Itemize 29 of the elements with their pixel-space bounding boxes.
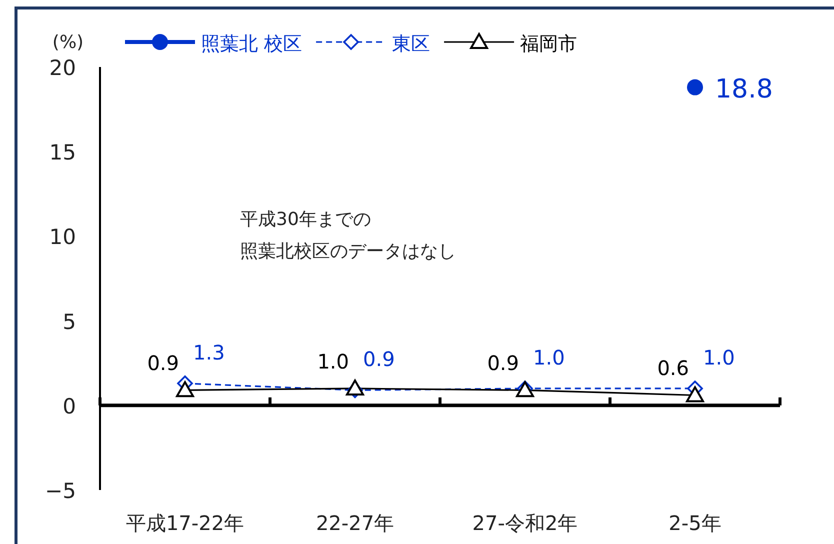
legend-label: 照葉北 校区 bbox=[201, 33, 302, 55]
y-axis-title: (%) bbox=[52, 32, 84, 53]
annotation: 平成30年までの bbox=[240, 209, 371, 230]
y-tick-label: 10 bbox=[49, 225, 76, 250]
y-tick-label: 15 bbox=[49, 140, 76, 165]
data-label: 1.0 bbox=[317, 349, 349, 374]
legend-label: 東区 bbox=[392, 33, 430, 55]
x-tick-label: 2-5年 bbox=[668, 511, 722, 535]
y-tick-label: 5 bbox=[62, 310, 76, 334]
data-label: 0.9 bbox=[487, 351, 519, 376]
data-label: 18.8 bbox=[715, 74, 773, 104]
point bbox=[687, 79, 703, 96]
annotation: 照葉北校区のデータはなし bbox=[240, 241, 456, 262]
y-tick-label: 0 bbox=[62, 394, 76, 418]
data-label: 0.6 bbox=[657, 356, 689, 380]
data-label: 1.3 bbox=[193, 340, 225, 364]
data-label: 1.0 bbox=[533, 345, 565, 370]
data-label: 0.9 bbox=[363, 347, 395, 372]
x-tick-label: 平成17-22年 bbox=[126, 511, 244, 535]
point bbox=[176, 381, 194, 398]
data-label: 0.9 bbox=[147, 351, 179, 376]
x-tick-label: 22-27年 bbox=[316, 511, 394, 535]
point bbox=[346, 379, 364, 396]
data-label: 1.0 bbox=[703, 345, 735, 370]
x-tick-label: 27-令和2年 bbox=[472, 511, 578, 535]
point bbox=[686, 386, 704, 402]
y-tick-label: 20 bbox=[49, 56, 76, 80]
y-tick-label: −5 bbox=[45, 479, 76, 503]
legend-label: 福岡市 bbox=[520, 33, 578, 55]
